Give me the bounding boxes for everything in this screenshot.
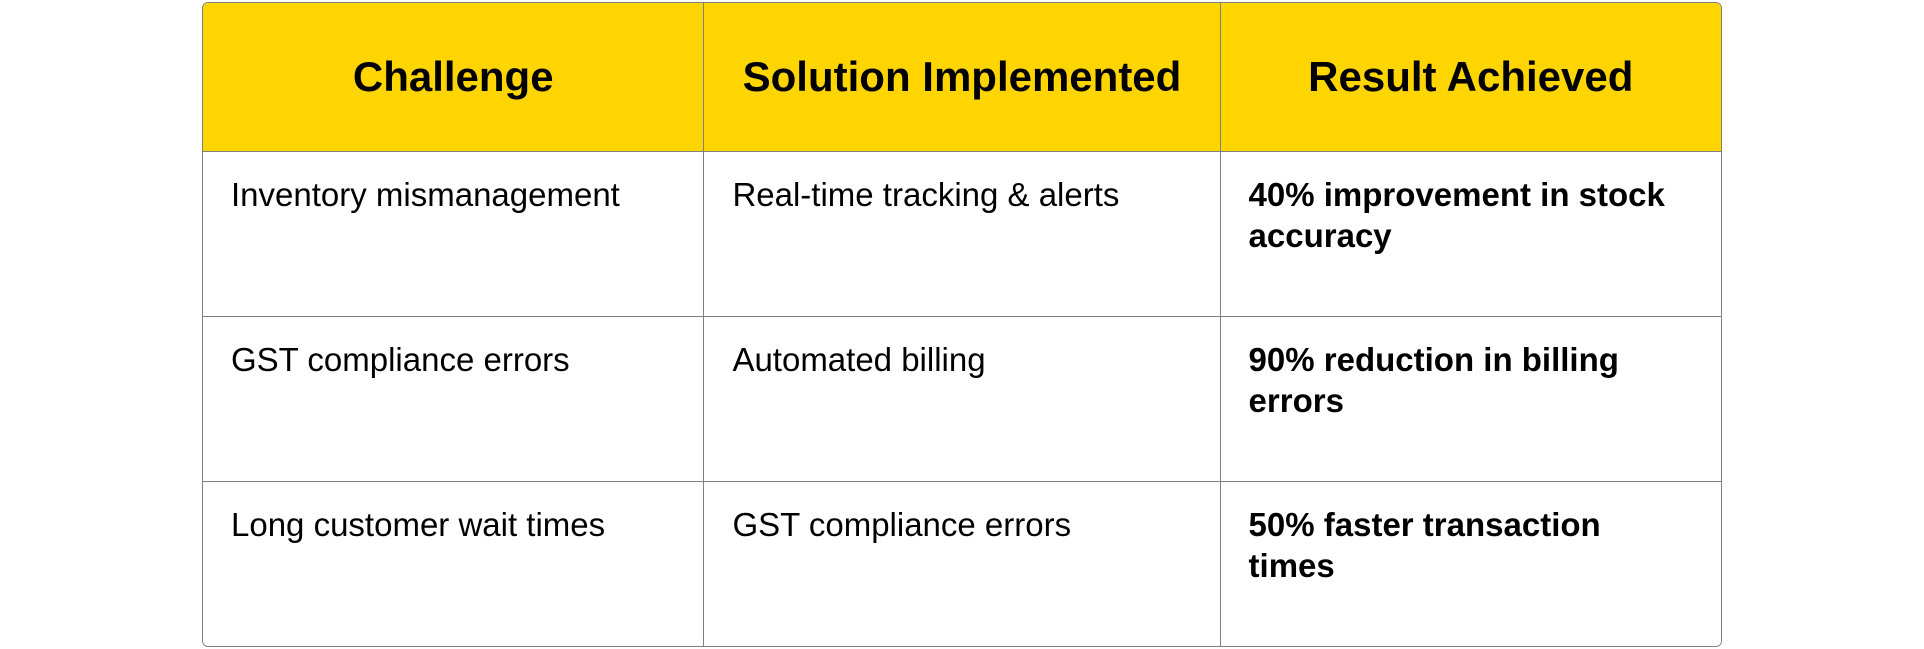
table-header-row: Challenge Solution Implemented Result Ac… (203, 3, 1721, 151)
cell-challenge: Long customer wait times (203, 481, 704, 646)
cell-result: 90% reduction in billing errors (1220, 316, 1721, 481)
table-row: Inventory mismanagement Real-time tracki… (203, 151, 1721, 316)
cell-solution: Automated billing (704, 316, 1220, 481)
cell-result: 40% improvement in stock accuracy (1220, 151, 1721, 316)
results-table-container: Challenge Solution Implemented Result Ac… (202, 2, 1722, 647)
cell-solution: Real-time tracking & alerts (704, 151, 1220, 316)
header-solution: Solution Implemented (704, 3, 1220, 151)
cell-solution: GST compliance errors (704, 481, 1220, 646)
cell-challenge: GST compliance errors (203, 316, 704, 481)
header-challenge: Challenge (203, 3, 704, 151)
results-table: Challenge Solution Implemented Result Ac… (203, 3, 1721, 646)
table-row: GST compliance errors Automated billing … (203, 316, 1721, 481)
header-result: Result Achieved (1220, 3, 1721, 151)
table-row: Long customer wait times GST compliance … (203, 481, 1721, 646)
cell-result: 50% faster transaction times (1220, 481, 1721, 646)
cell-challenge: Inventory mismanagement (203, 151, 704, 316)
